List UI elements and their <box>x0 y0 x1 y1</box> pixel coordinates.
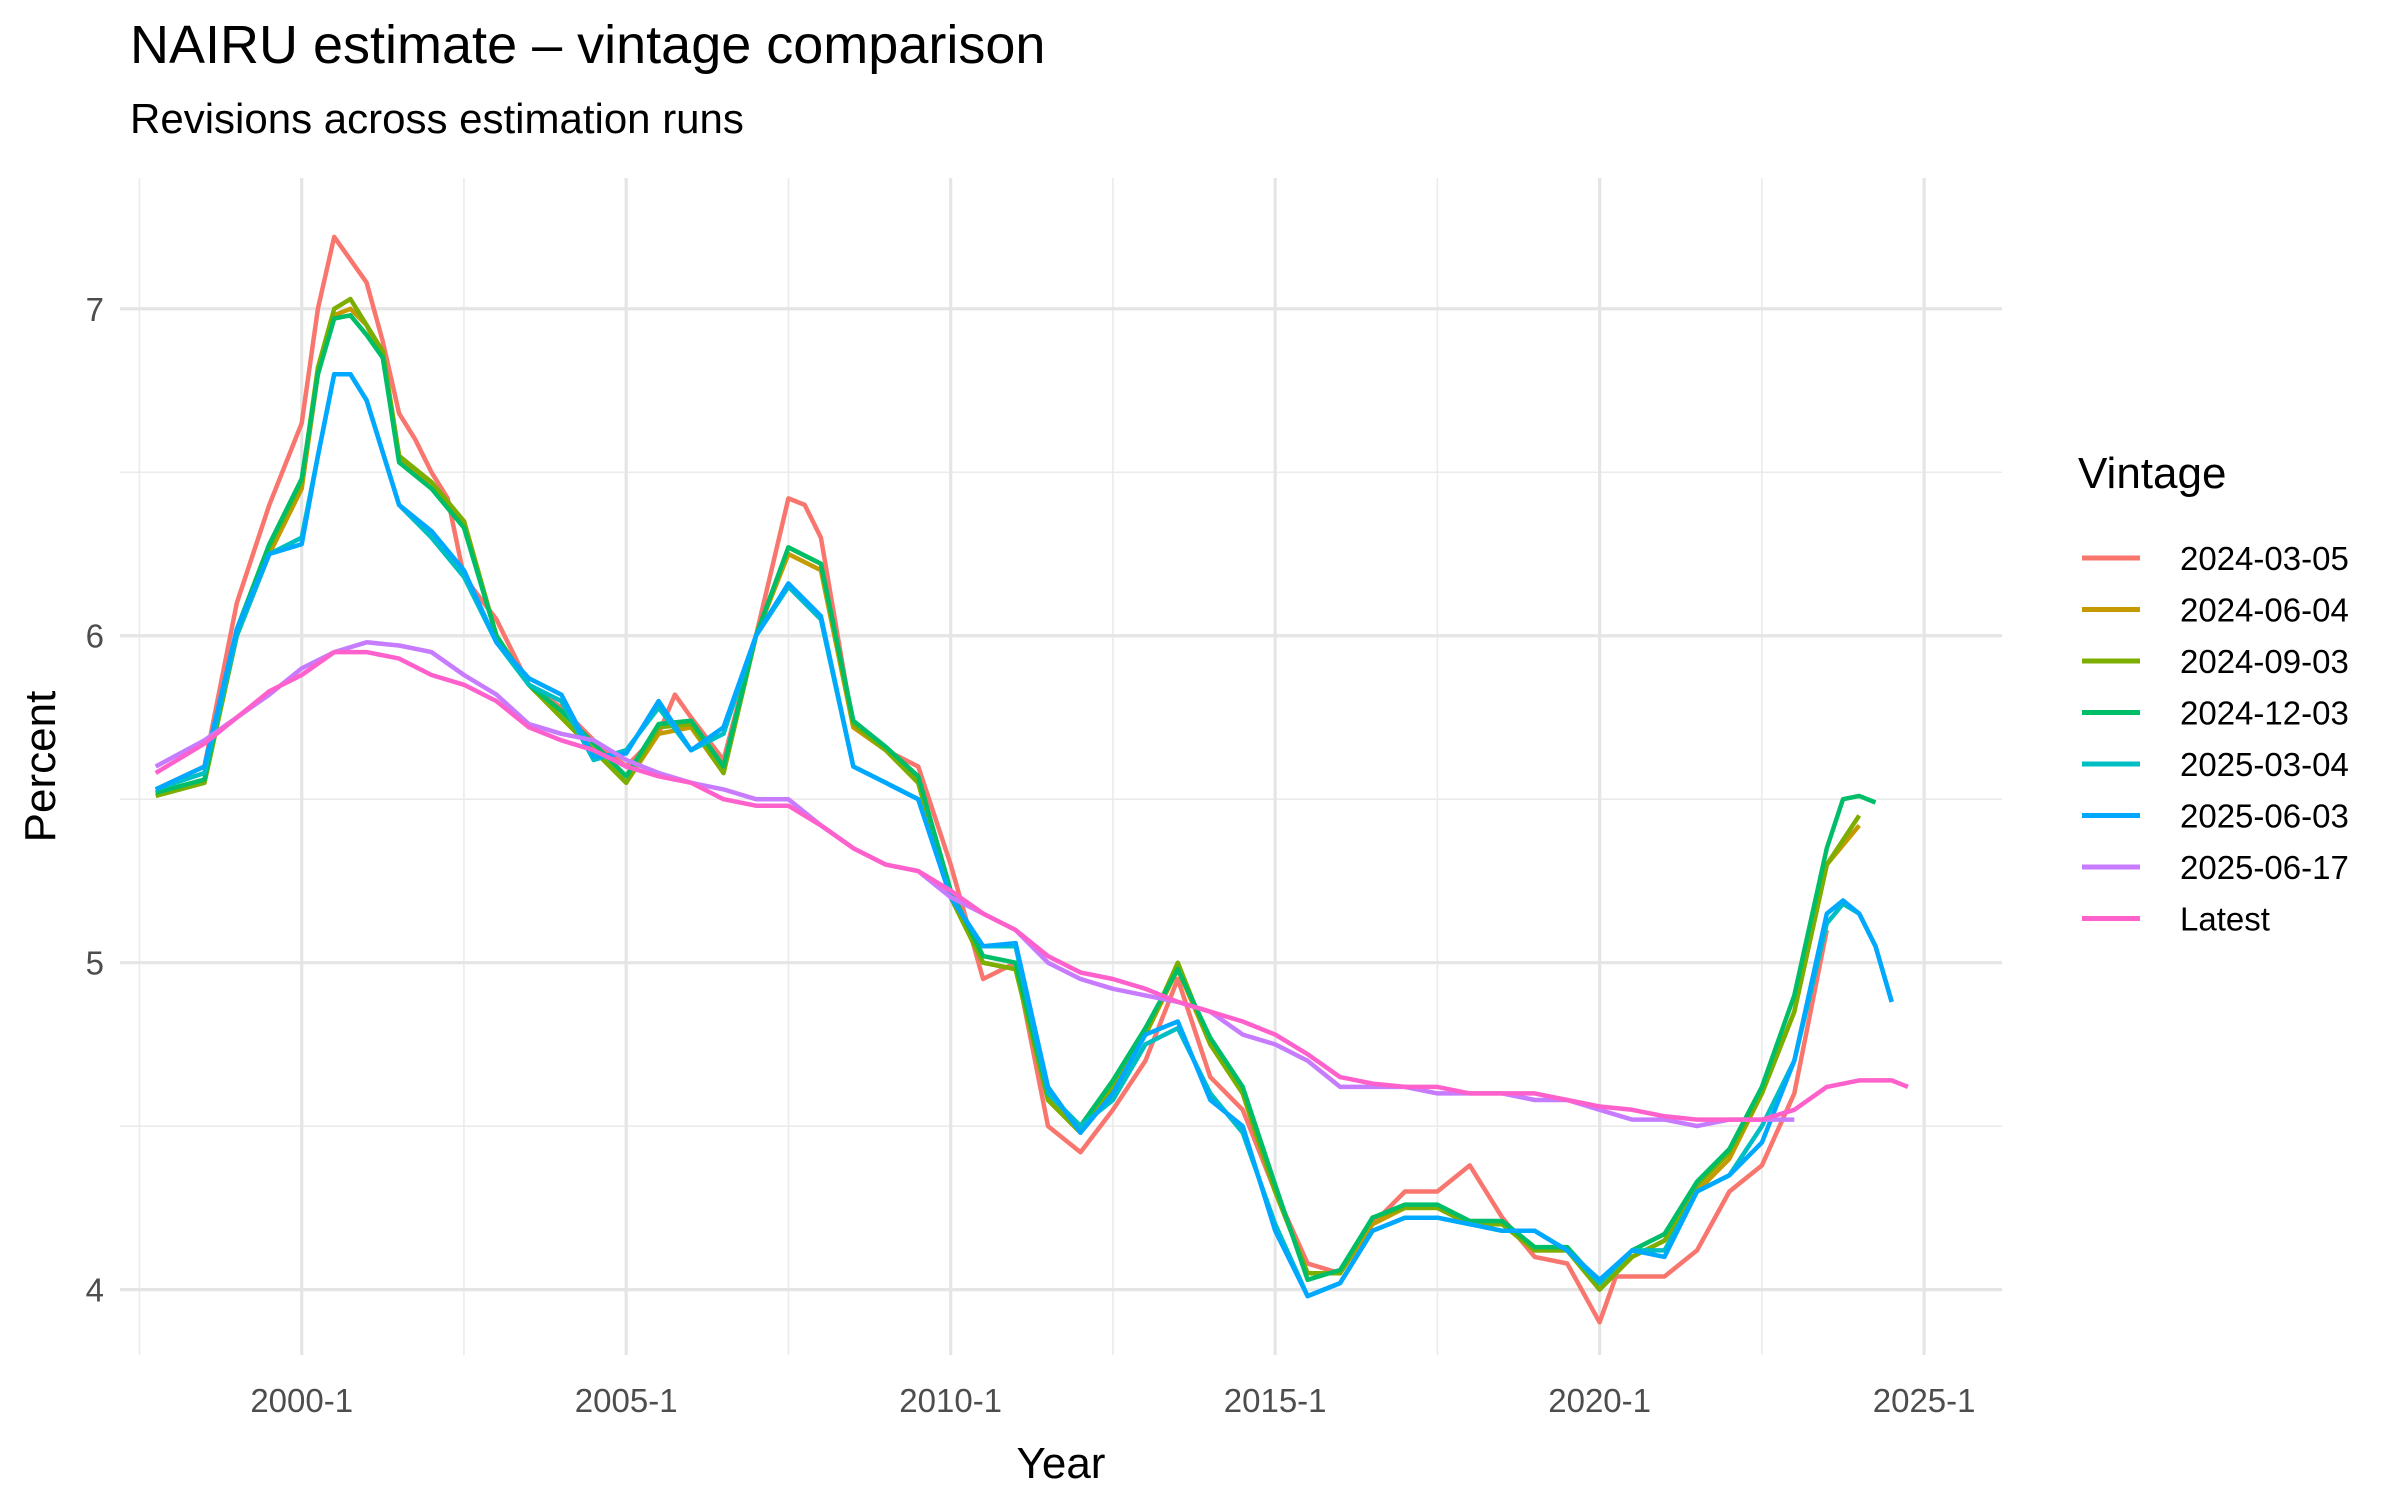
y-tick-label: 6 <box>86 618 104 655</box>
y-tick-label: 5 <box>86 945 104 982</box>
x-tick-label: 2000-1 <box>250 1382 353 1419</box>
legend-label: 2024-03-05 <box>2180 540 2349 577</box>
legend-label: 2024-12-03 <box>2180 695 2349 732</box>
y-tick-label: 4 <box>86 1272 104 1309</box>
legend-title: Vintage <box>2078 449 2226 498</box>
x-tick-label: 2020-1 <box>1548 1382 1651 1419</box>
legend-label: 2025-06-03 <box>2180 798 2349 835</box>
legend-label: 2024-06-04 <box>2180 592 2349 629</box>
chart-title: NAIRU estimate – vintage comparison <box>130 15 1046 75</box>
legend-label: 2025-06-17 <box>2180 849 2349 886</box>
legend-label: Latest <box>2180 901 2270 938</box>
y-axis-ticks: 4 5 6 7 <box>86 291 104 1309</box>
series-line <box>154 649 1909 1122</box>
series-line <box>154 640 1795 1129</box>
x-tick-label: 2010-1 <box>899 1382 1002 1419</box>
chart-subtitle: Revisions across estimation runs <box>130 95 744 142</box>
legend: Vintage 2024-03-05 2024-06-04 2024-09-03 20… <box>2078 449 2349 938</box>
series-line <box>154 371 1894 1299</box>
y-tick-label: 7 <box>86 291 104 328</box>
x-tick-label: 2025-1 <box>1873 1382 1976 1419</box>
x-axis-ticks: 2000-1 2005-1 2010-1 2015-1 2020-1 2025-1 <box>250 1382 1975 1419</box>
series-layer <box>154 234 1909 1325</box>
series-line <box>154 371 1894 1299</box>
y-axis-title: Percent <box>16 691 65 843</box>
x-tick-label: 2015-1 <box>1224 1382 1327 1419</box>
x-tick-label: 2005-1 <box>575 1382 678 1419</box>
legend-label: 2025-03-04 <box>2180 746 2349 783</box>
x-axis-title: Year <box>1017 1439 1106 1488</box>
legend-label: 2024-09-03 <box>2180 643 2349 680</box>
series-line <box>154 234 1830 1325</box>
series-line <box>155 296 1862 1292</box>
